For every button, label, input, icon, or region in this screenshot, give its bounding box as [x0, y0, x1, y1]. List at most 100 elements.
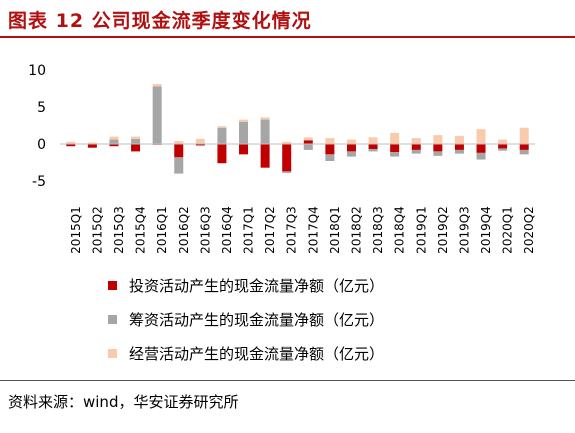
cash-flow-chart: 10 5 0 -5 2015Q1 2015Q2 2015Q3 2015Q4 2016Q1 2016…: [28, 63, 536, 254]
bar-operating: [498, 139, 508, 144]
legend-label-financing: 筹资活动产生的现金流量净额（亿元）: [129, 310, 385, 329]
x-tick-label: 2020Q2: [522, 206, 536, 254]
bar-financing: [260, 119, 270, 144]
legend-swatch-operating: [108, 348, 117, 358]
bar-operating: [66, 141, 76, 144]
bar-operating: [195, 138, 205, 144]
x-tick-label: 2015Q1: [69, 206, 83, 254]
bar-investing: [346, 144, 356, 152]
x-tick-label: 2019Q4: [479, 206, 493, 254]
source-rule: [0, 380, 575, 381]
bar-operating: [239, 119, 249, 122]
bar-investing: [454, 144, 464, 150]
bar-financing: [217, 127, 227, 144]
x-tick-label: 2019Q3: [457, 206, 471, 254]
bar-investing: [239, 144, 249, 155]
bar-operating: [282, 141, 292, 144]
x-tick-label: 2019Q1: [414, 206, 428, 254]
legend-item-operating: 经营活动产生的现金流量净额（亿元）: [108, 336, 384, 370]
x-tick-label: 2018Q1: [328, 206, 342, 254]
bar-investing: [174, 144, 184, 158]
bar-investing: [217, 144, 227, 164]
bar-investing: [519, 144, 529, 150]
bar-investing: [303, 140, 313, 144]
bar-investing: [66, 144, 76, 147]
bar-financing: [131, 138, 141, 144]
x-tick-label: 2016Q3: [198, 206, 212, 254]
bar-investing: [411, 144, 421, 150]
bar-investing: [368, 144, 378, 150]
title-rule: [0, 36, 575, 38]
legend-item-financing: 筹资活动产生的现金流量净额（亿元）: [108, 302, 384, 336]
bar-operating: [152, 84, 162, 87]
bar-operating: [325, 138, 335, 144]
bar-operating: [346, 139, 356, 144]
bar-financing: [303, 144, 313, 150]
bar-operating: [131, 136, 141, 139]
x-tick-label: 2016Q2: [177, 206, 191, 254]
bar-financing: [174, 157, 184, 174]
bar-operating: [368, 137, 378, 144]
legend-label-operating: 经营活动产生的现金流量净额（亿元）: [129, 344, 385, 363]
chart-title: 图表 12 公司现金流季度变化情况: [8, 10, 312, 32]
bar-investing: [476, 144, 486, 153]
legend-swatch-investing: [108, 280, 117, 290]
bar-investing: [433, 144, 443, 152]
y-tick-label: 5: [37, 100, 46, 116]
x-tick-label: 2017Q1: [242, 206, 256, 254]
chart-legend: 投资活动产生的现金流量净额（亿元） 筹资活动产生的现金流量净额（亿元） 经营活动…: [108, 268, 384, 370]
bar-investing: [195, 144, 205, 146]
bar-financing: [519, 149, 529, 155]
bar-financing: [498, 148, 508, 151]
bar-financing: [109, 139, 119, 144]
x-tick-label: 2015Q2: [90, 206, 104, 254]
x-tick-label: 2017Q2: [263, 206, 277, 254]
y-tick-label: 10: [28, 63, 46, 79]
bar-financing: [239, 121, 249, 144]
y-tick-label: -5: [32, 174, 46, 190]
bar-financing: [282, 171, 292, 173]
bar-investing: [325, 144, 335, 155]
bar-investing: [282, 144, 292, 172]
y-tick-label: 0: [37, 137, 46, 153]
bar-financing: [390, 152, 400, 157]
bar-operating: [476, 129, 486, 144]
bar-operating: [174, 141, 184, 144]
x-tick-label: 2017Q4: [306, 206, 320, 254]
x-tick-label: 2015Q3: [112, 206, 126, 254]
bar-operating: [433, 135, 443, 144]
bar-investing: [87, 144, 97, 148]
bar-investing: [390, 144, 400, 153]
bar-financing: [454, 149, 464, 154]
bar-operating: [519, 127, 529, 144]
x-tick-label: 2017Q3: [285, 206, 299, 254]
bar-operating: [454, 135, 464, 144]
bar-financing: [476, 152, 486, 160]
legend-swatch-financing: [108, 314, 117, 324]
legend-label-investing: 投资活动产生的现金流量净额（亿元）: [129, 276, 385, 295]
bar-financing: [411, 149, 421, 154]
bar-financing: [325, 154, 335, 162]
x-tick-label: 2018Q4: [393, 206, 407, 254]
x-tick-label: 2019Q2: [436, 206, 450, 254]
bar-operating: [109, 136, 119, 140]
bar-operating: [411, 138, 421, 144]
source-note: 资料来源：wind，华安证券研究所: [8, 393, 239, 411]
bar-financing: [152, 86, 162, 144]
x-tick-label: 2015Q4: [134, 206, 148, 254]
bar-investing: [498, 144, 508, 149]
bar-investing: [260, 144, 270, 168]
bar-financing: [433, 151, 443, 156]
legend-item-investing: 投资活动产生的现金流量净额（亿元）: [108, 268, 384, 302]
x-tick-label: 2016Q1: [155, 206, 169, 254]
x-tick-label: 2018Q3: [371, 206, 385, 254]
bar-operating: [390, 132, 400, 144]
bar-investing: [109, 144, 119, 147]
x-tick-label: 2020Q1: [501, 206, 515, 254]
bar-financing: [368, 149, 378, 152]
bar-investing: [131, 144, 141, 152]
bar-operating: [87, 142, 97, 144]
bar-financing: [346, 151, 356, 157]
bar-operating: [260, 117, 270, 120]
x-tick-label: 2016Q4: [220, 206, 234, 254]
